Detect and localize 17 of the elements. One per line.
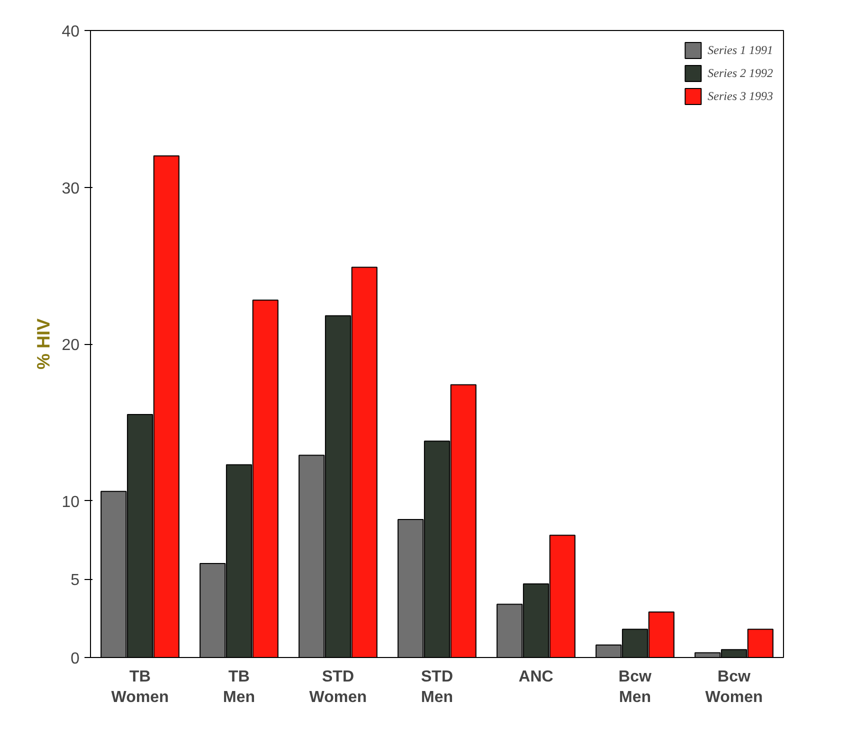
y-tick-label: 0 bbox=[70, 650, 80, 668]
x-tick-label: STD Women bbox=[309, 668, 367, 706]
x-tick-label: ANC bbox=[518, 668, 554, 686]
legend-label: Series 1 1991 bbox=[708, 42, 773, 58]
y-tick-label: 20 bbox=[62, 337, 80, 354]
y-tick-label: 40 bbox=[62, 24, 80, 40]
x-tick-label: TB Women bbox=[111, 668, 169, 706]
x-tick-label: Bcw Men bbox=[618, 668, 652, 706]
y-tick-label: 30 bbox=[62, 180, 80, 198]
legend-label: Series 2 1992 bbox=[708, 66, 773, 80]
legend-label: Series 3 1993 bbox=[708, 88, 773, 104]
x-tick-label: Bcw Women bbox=[705, 668, 763, 706]
y-tick-label: 10 bbox=[62, 494, 80, 511]
y-axis-title: % HIV bbox=[34, 318, 54, 370]
x-tick-label: TB Men bbox=[223, 668, 255, 706]
x-tick-label: STD Men bbox=[421, 668, 453, 706]
y-tick-label: 5 bbox=[70, 572, 80, 590]
